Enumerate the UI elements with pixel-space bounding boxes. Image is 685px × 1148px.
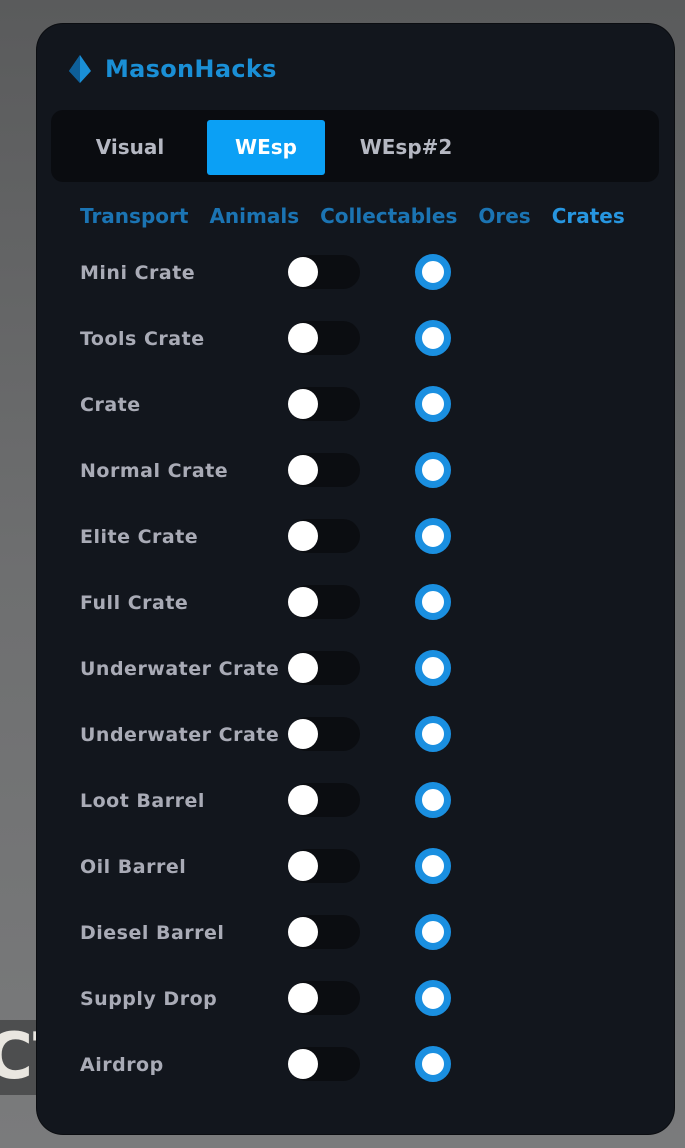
toggle-knob — [288, 521, 318, 551]
category-tabs: Transport Animals Collectables Ores Crat… — [80, 204, 625, 228]
item-label: Normal Crate — [80, 460, 229, 482]
toggle-knob — [288, 719, 318, 749]
enable-toggle[interactable] — [288, 321, 360, 355]
list-item: Normal Crate — [37, 452, 674, 526]
list-item: Airdrop — [37, 1046, 674, 1120]
enable-toggle[interactable] — [288, 519, 360, 553]
option-radio[interactable] — [415, 848, 451, 884]
list-item: Mini Crate — [37, 254, 674, 328]
toggle-knob — [288, 785, 318, 815]
toggle-knob — [288, 257, 318, 287]
enable-toggle[interactable] — [288, 915, 360, 949]
toggle-knob — [288, 1049, 318, 1079]
enable-toggle[interactable] — [288, 255, 360, 289]
list-item: Oil Barrel — [37, 848, 674, 922]
list-item: Supply Drop — [37, 980, 674, 1054]
toggle-knob — [288, 587, 318, 617]
enable-toggle[interactable] — [288, 585, 360, 619]
toggle-knob — [288, 455, 318, 485]
item-label: Loot Barrel — [80, 790, 205, 812]
app-header: MasonHacks — [67, 54, 277, 84]
toggle-knob — [288, 917, 318, 947]
option-radio[interactable] — [415, 254, 451, 290]
tab-visual[interactable]: Visual — [95, 135, 165, 159]
enable-toggle[interactable] — [288, 849, 360, 883]
category-transport[interactable]: Transport — [80, 204, 189, 228]
option-radio[interactable] — [415, 782, 451, 818]
category-animals[interactable]: Animals — [209, 204, 300, 228]
option-radio[interactable] — [415, 650, 451, 686]
enable-toggle[interactable] — [288, 387, 360, 421]
item-label: Oil Barrel — [80, 856, 187, 878]
cheat-menu-panel: MasonHacks Visual WEsp WEsp#2 Transport … — [37, 24, 674, 1134]
toggle-knob — [288, 851, 318, 881]
list-item: Loot Barrel — [37, 782, 674, 856]
list-item: Underwater Crate — [37, 716, 674, 790]
enable-toggle[interactable] — [288, 783, 360, 817]
list-item: Underwater Crate — [37, 650, 674, 724]
toggle-knob — [288, 983, 318, 1013]
item-label: Underwater Crate — [80, 724, 280, 746]
list-item: Crate — [37, 386, 674, 460]
option-radio[interactable] — [415, 914, 451, 950]
item-label: Full Crate — [80, 592, 189, 614]
option-radio[interactable] — [415, 1046, 451, 1082]
option-radio[interactable] — [415, 584, 451, 620]
main-tabs: Visual WEsp WEsp#2 — [51, 110, 659, 182]
option-radio[interactable] — [415, 980, 451, 1016]
enable-toggle[interactable] — [288, 651, 360, 685]
item-label: Underwater Crate — [80, 658, 280, 680]
tab-wesp2[interactable]: WEsp#2 — [359, 135, 453, 159]
category-crates[interactable]: Crates — [551, 204, 625, 228]
item-label: Tools Crate — [80, 328, 205, 350]
option-radio[interactable] — [415, 452, 451, 488]
list-item: Diesel Barrel — [37, 914, 674, 988]
app-title: MasonHacks — [105, 55, 277, 83]
item-label: Airdrop — [80, 1054, 164, 1076]
category-ores[interactable]: Ores — [478, 204, 531, 228]
enable-toggle[interactable] — [288, 981, 360, 1015]
item-label: Crate — [80, 394, 141, 416]
enable-toggle[interactable] — [288, 1047, 360, 1081]
item-label: Supply Drop — [80, 988, 218, 1010]
logo-icon — [69, 55, 91, 83]
item-label: Diesel Barrel — [80, 922, 225, 944]
toggle-knob — [288, 323, 318, 353]
enable-toggle[interactable] — [288, 453, 360, 487]
category-collectables[interactable]: Collectables — [320, 204, 458, 228]
option-radio[interactable] — [415, 386, 451, 422]
option-radio[interactable] — [415, 716, 451, 752]
list-item: Elite Crate — [37, 518, 674, 592]
enable-toggle[interactable] — [288, 717, 360, 751]
option-radio[interactable] — [415, 320, 451, 356]
option-radio[interactable] — [415, 518, 451, 554]
toggle-knob — [288, 653, 318, 683]
item-label: Elite Crate — [80, 526, 199, 548]
list-item: Tools Crate — [37, 320, 674, 394]
list-item: Full Crate — [37, 584, 674, 658]
tab-wesp[interactable]: WEsp — [207, 120, 325, 175]
toggle-knob — [288, 389, 318, 419]
item-label: Mini Crate — [80, 262, 196, 284]
